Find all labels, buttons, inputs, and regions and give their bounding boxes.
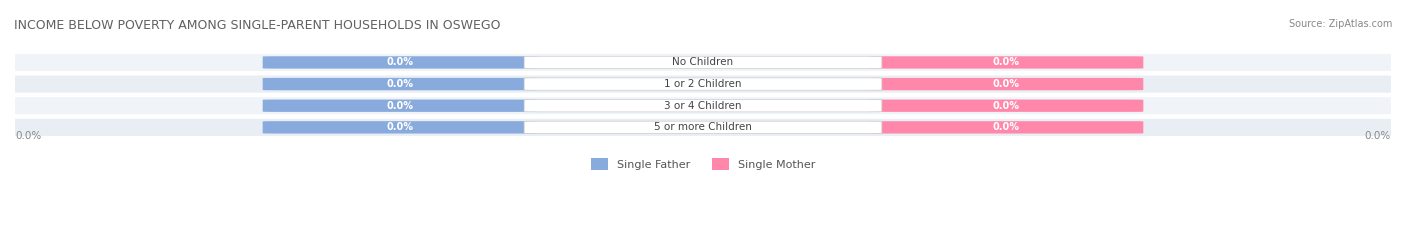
Text: 0.0%: 0.0% xyxy=(993,101,1019,111)
Text: No Children: No Children xyxy=(672,58,734,67)
FancyBboxPatch shape xyxy=(15,119,1391,136)
Text: 0.0%: 0.0% xyxy=(387,101,413,111)
Text: 5 or more Children: 5 or more Children xyxy=(654,122,752,132)
Legend: Single Father, Single Mother: Single Father, Single Mother xyxy=(586,154,820,174)
Text: 3 or 4 Children: 3 or 4 Children xyxy=(664,101,742,111)
Text: 0.0%: 0.0% xyxy=(993,58,1019,67)
Text: 0.0%: 0.0% xyxy=(387,79,413,89)
FancyBboxPatch shape xyxy=(868,121,1143,134)
FancyBboxPatch shape xyxy=(15,75,1391,93)
FancyBboxPatch shape xyxy=(524,121,882,134)
Text: 1 or 2 Children: 1 or 2 Children xyxy=(664,79,742,89)
Text: Source: ZipAtlas.com: Source: ZipAtlas.com xyxy=(1288,19,1392,29)
Text: 0.0%: 0.0% xyxy=(1365,131,1391,141)
Text: 0.0%: 0.0% xyxy=(387,122,413,132)
FancyBboxPatch shape xyxy=(524,78,882,90)
Text: 0.0%: 0.0% xyxy=(993,79,1019,89)
FancyBboxPatch shape xyxy=(15,54,1391,71)
FancyBboxPatch shape xyxy=(263,56,538,69)
FancyBboxPatch shape xyxy=(524,99,882,112)
FancyBboxPatch shape xyxy=(524,56,882,69)
FancyBboxPatch shape xyxy=(263,121,538,134)
Text: 0.0%: 0.0% xyxy=(387,58,413,67)
Text: 0.0%: 0.0% xyxy=(15,131,41,141)
FancyBboxPatch shape xyxy=(15,97,1391,114)
FancyBboxPatch shape xyxy=(263,99,538,112)
FancyBboxPatch shape xyxy=(868,99,1143,112)
Text: 0.0%: 0.0% xyxy=(993,122,1019,132)
Text: INCOME BELOW POVERTY AMONG SINGLE-PARENT HOUSEHOLDS IN OSWEGO: INCOME BELOW POVERTY AMONG SINGLE-PARENT… xyxy=(14,19,501,32)
FancyBboxPatch shape xyxy=(263,78,538,90)
FancyBboxPatch shape xyxy=(868,78,1143,90)
FancyBboxPatch shape xyxy=(868,56,1143,69)
